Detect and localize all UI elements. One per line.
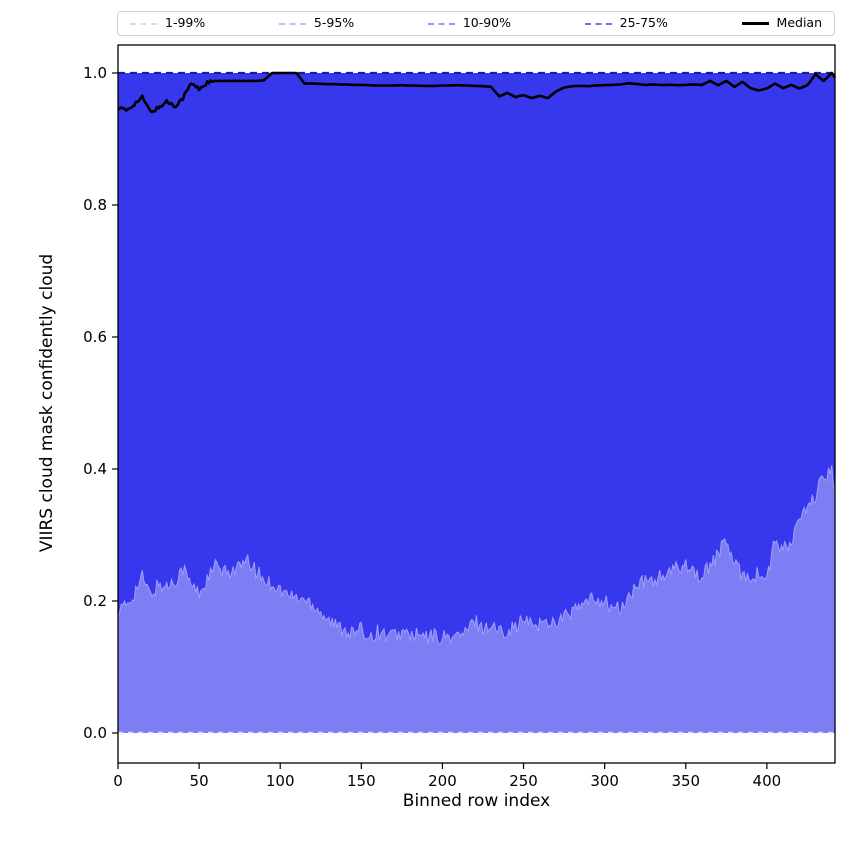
- legend: 1-99% 5-95% 10-90% 25-75% Median: [117, 11, 835, 36]
- x-tick-label: 50: [190, 772, 209, 790]
- band-line-10-90-icon: [427, 22, 455, 25]
- y-tick-label: 1.0: [83, 64, 107, 82]
- legend-item-5-95: 5-95%: [278, 15, 355, 31]
- band-line-25-75-icon: [584, 22, 612, 25]
- x-tick-label: 250: [509, 772, 538, 790]
- legend-item-25-75: 25-75%: [584, 15, 668, 31]
- legend-label-5-95: 5-95%: [313, 15, 355, 31]
- legend-item-1-99: 1-99%: [130, 17, 205, 30]
- y-axis-title: VIIRS cloud mask confidently cloud: [37, 254, 57, 552]
- x-axis-title: Binned row index: [403, 791, 550, 811]
- legend-label-median: Median: [776, 15, 822, 31]
- band-line-5-95-icon: [278, 22, 306, 25]
- legend-item-median: Median: [741, 15, 822, 31]
- y-tick-label: 0.4: [83, 460, 107, 478]
- x-tick-label: 100: [266, 772, 295, 790]
- legend-item-10-90: 10-90%: [427, 15, 512, 31]
- y-tick-label: 0.8: [83, 196, 107, 214]
- median-line: [117, 71, 837, 114]
- x-tick-label: 300: [590, 772, 619, 790]
- x-tick-label: 200: [428, 772, 457, 790]
- band-dark-fill: [118, 73, 835, 645]
- y-tick-label: 0.0: [83, 724, 107, 742]
- x-tick-label: 0: [113, 772, 123, 790]
- legend-label-10-90: 10-90%: [462, 15, 512, 31]
- band-light-fill: [118, 465, 835, 733]
- x-tick-label: 150: [347, 772, 376, 790]
- band-line-1-99-icon: [130, 22, 157, 25]
- x-tick-label: 400: [753, 772, 782, 790]
- y-tick-label: 0.2: [83, 592, 107, 610]
- median-line-icon: [741, 22, 769, 25]
- legend-label-1-99: 1-99%: [165, 15, 206, 31]
- x-tick-label: 350: [671, 772, 700, 790]
- legend-label-25-75: 25-75%: [619, 15, 668, 31]
- y-tick-label: 0.6: [83, 328, 107, 346]
- p25-boundary-line: [117, 465, 836, 646]
- axes-frame: [117, 44, 836, 764]
